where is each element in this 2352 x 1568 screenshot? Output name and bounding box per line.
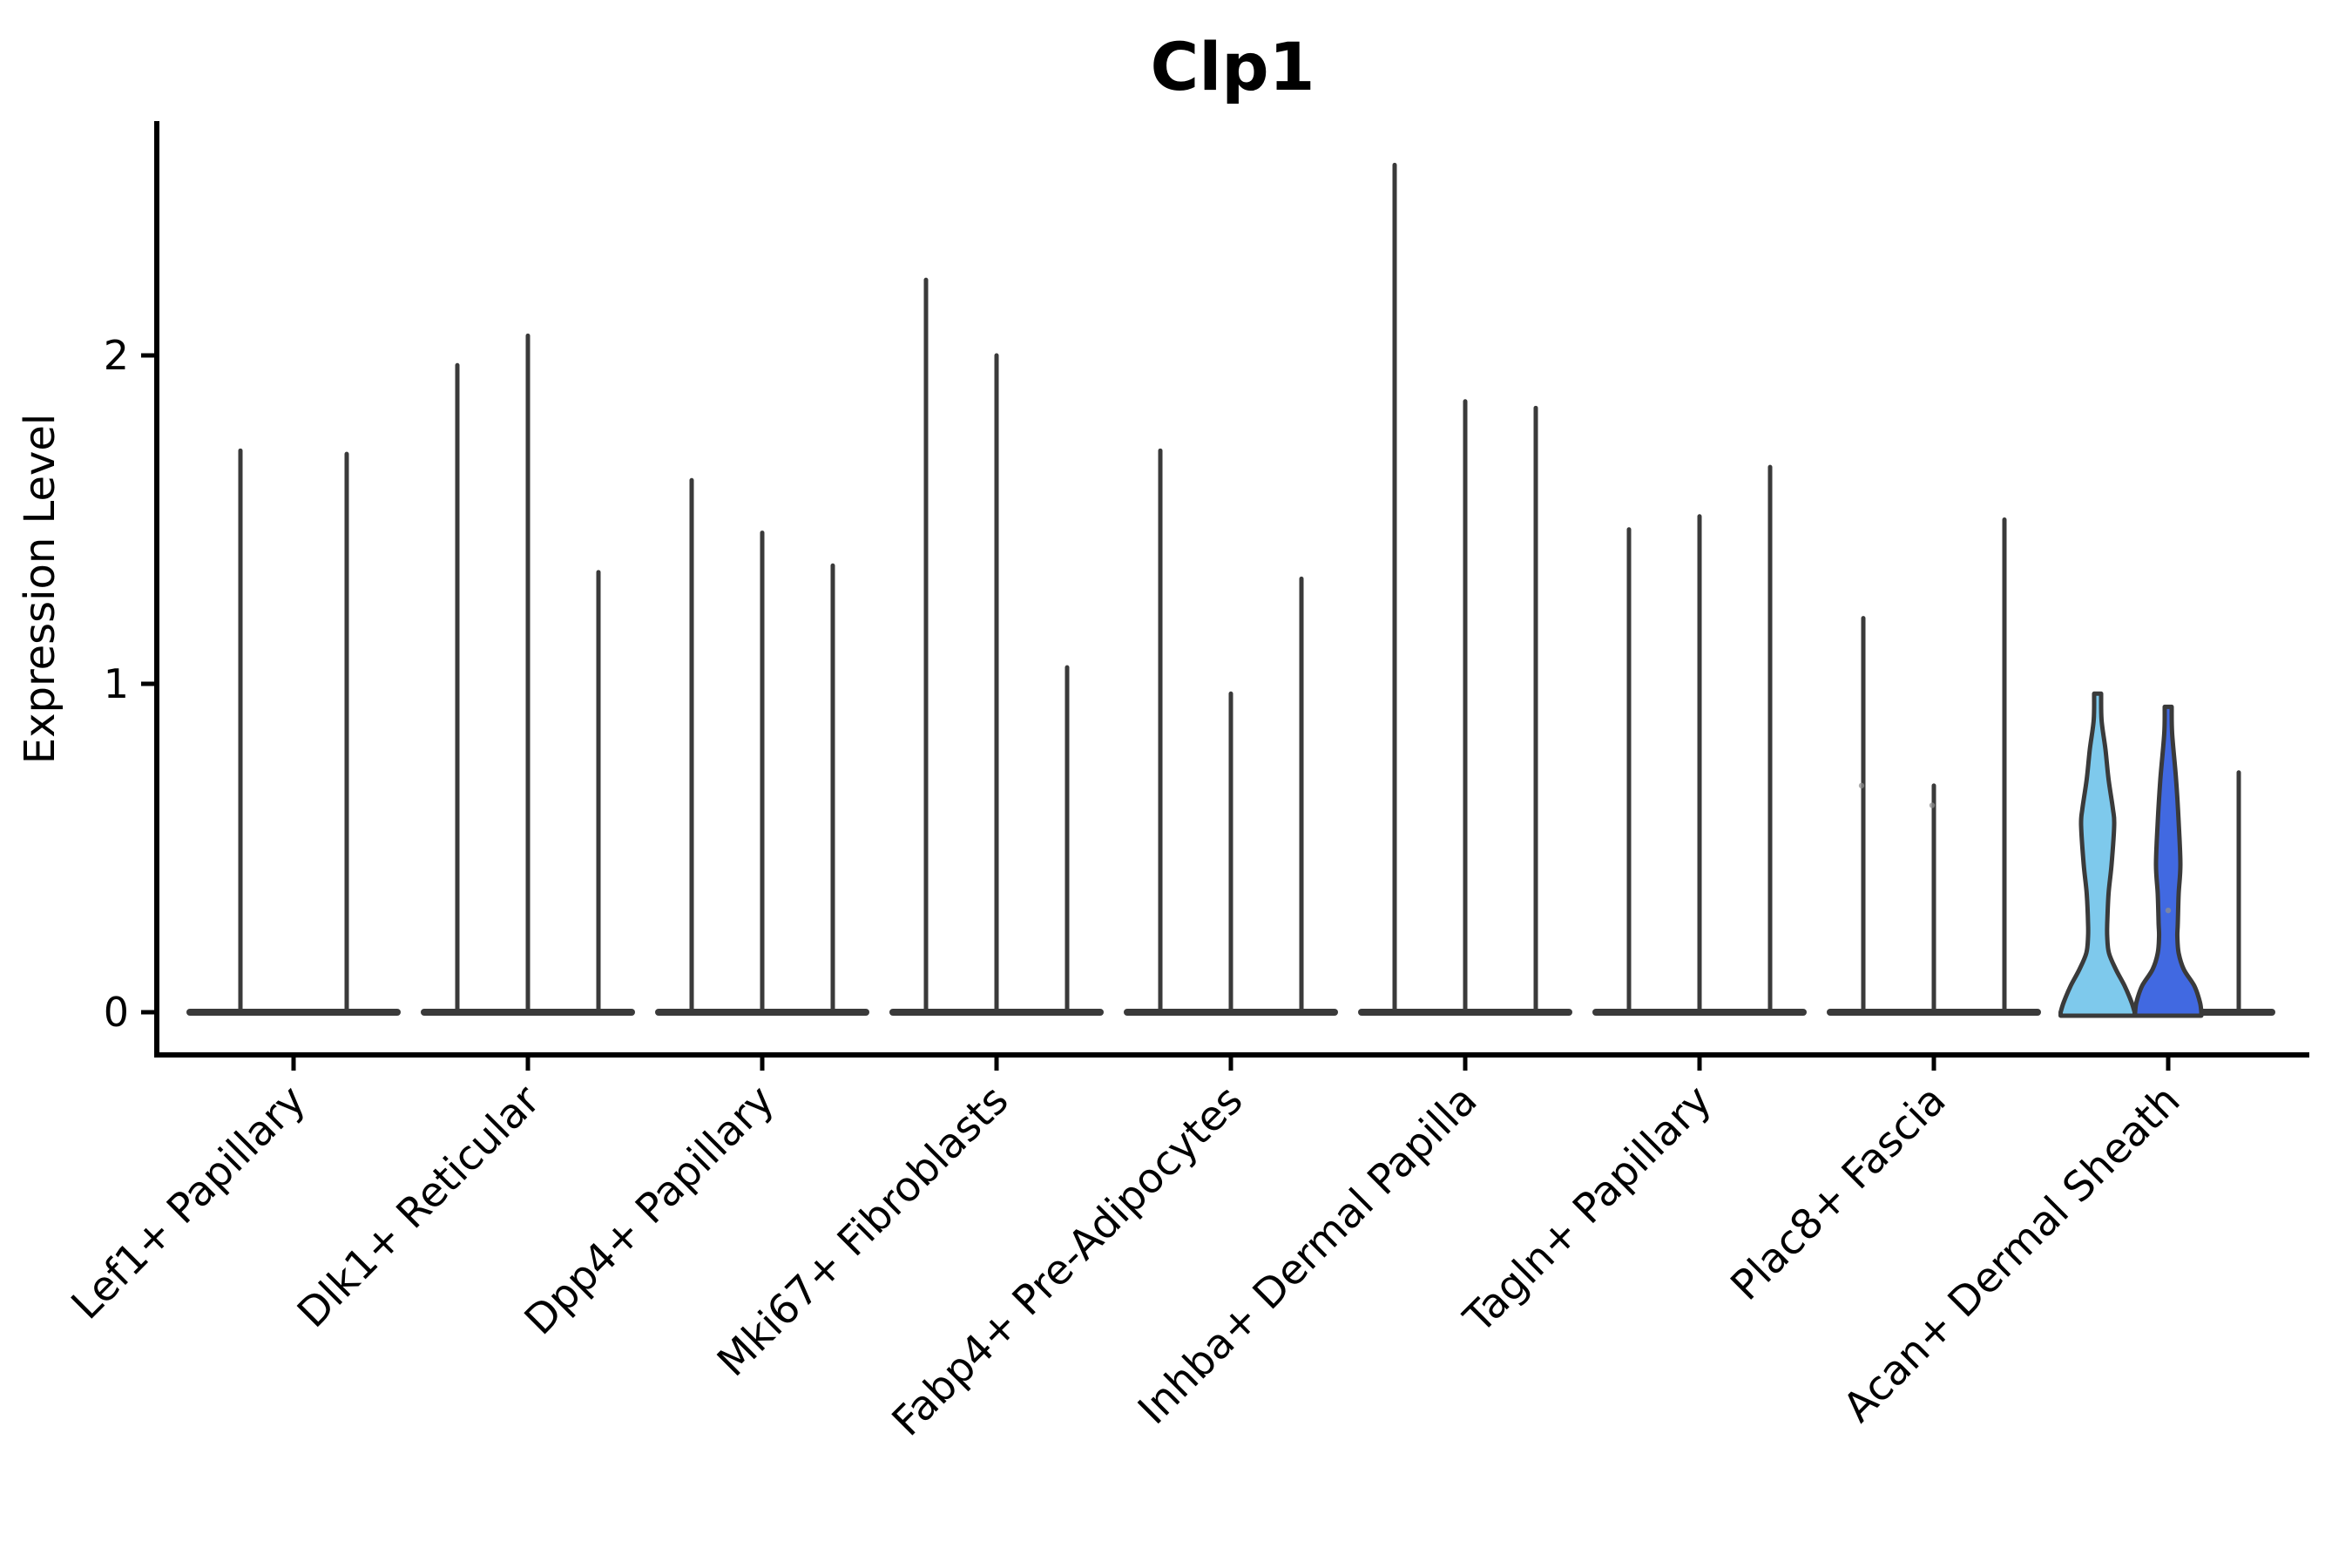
violin-layer	[186, 162, 2275, 1018]
x-tick-label: Dpp4+ Papillary	[516, 1077, 784, 1345]
axes-layer: 0 1 2	[104, 121, 2309, 1071]
x-tick-label: Dlk1+ Reticular	[288, 1076, 550, 1337]
y-tick-label: 0	[104, 989, 129, 1036]
violin-shape	[2132, 704, 2204, 1018]
jitter-point	[2165, 907, 2172, 914]
x-tick-label: Tagln+ Papillary	[1455, 1077, 1721, 1343]
x-tick-label: Lef1+ Papillary	[63, 1077, 315, 1329]
x-tick-label: Plac8+ Fascia	[1722, 1077, 1956, 1310]
jitter-point	[1929, 802, 1936, 808]
plot-title: Clp1	[1150, 28, 1315, 105]
jitter-point	[1858, 782, 1865, 789]
violin-shape	[2058, 691, 2137, 1018]
y-tick-label: 2	[104, 332, 129, 379]
y-axis-title: Expression Level	[16, 414, 64, 765]
violin-base	[186, 1009, 401, 1016]
y-tick-label: 1	[104, 660, 129, 707]
